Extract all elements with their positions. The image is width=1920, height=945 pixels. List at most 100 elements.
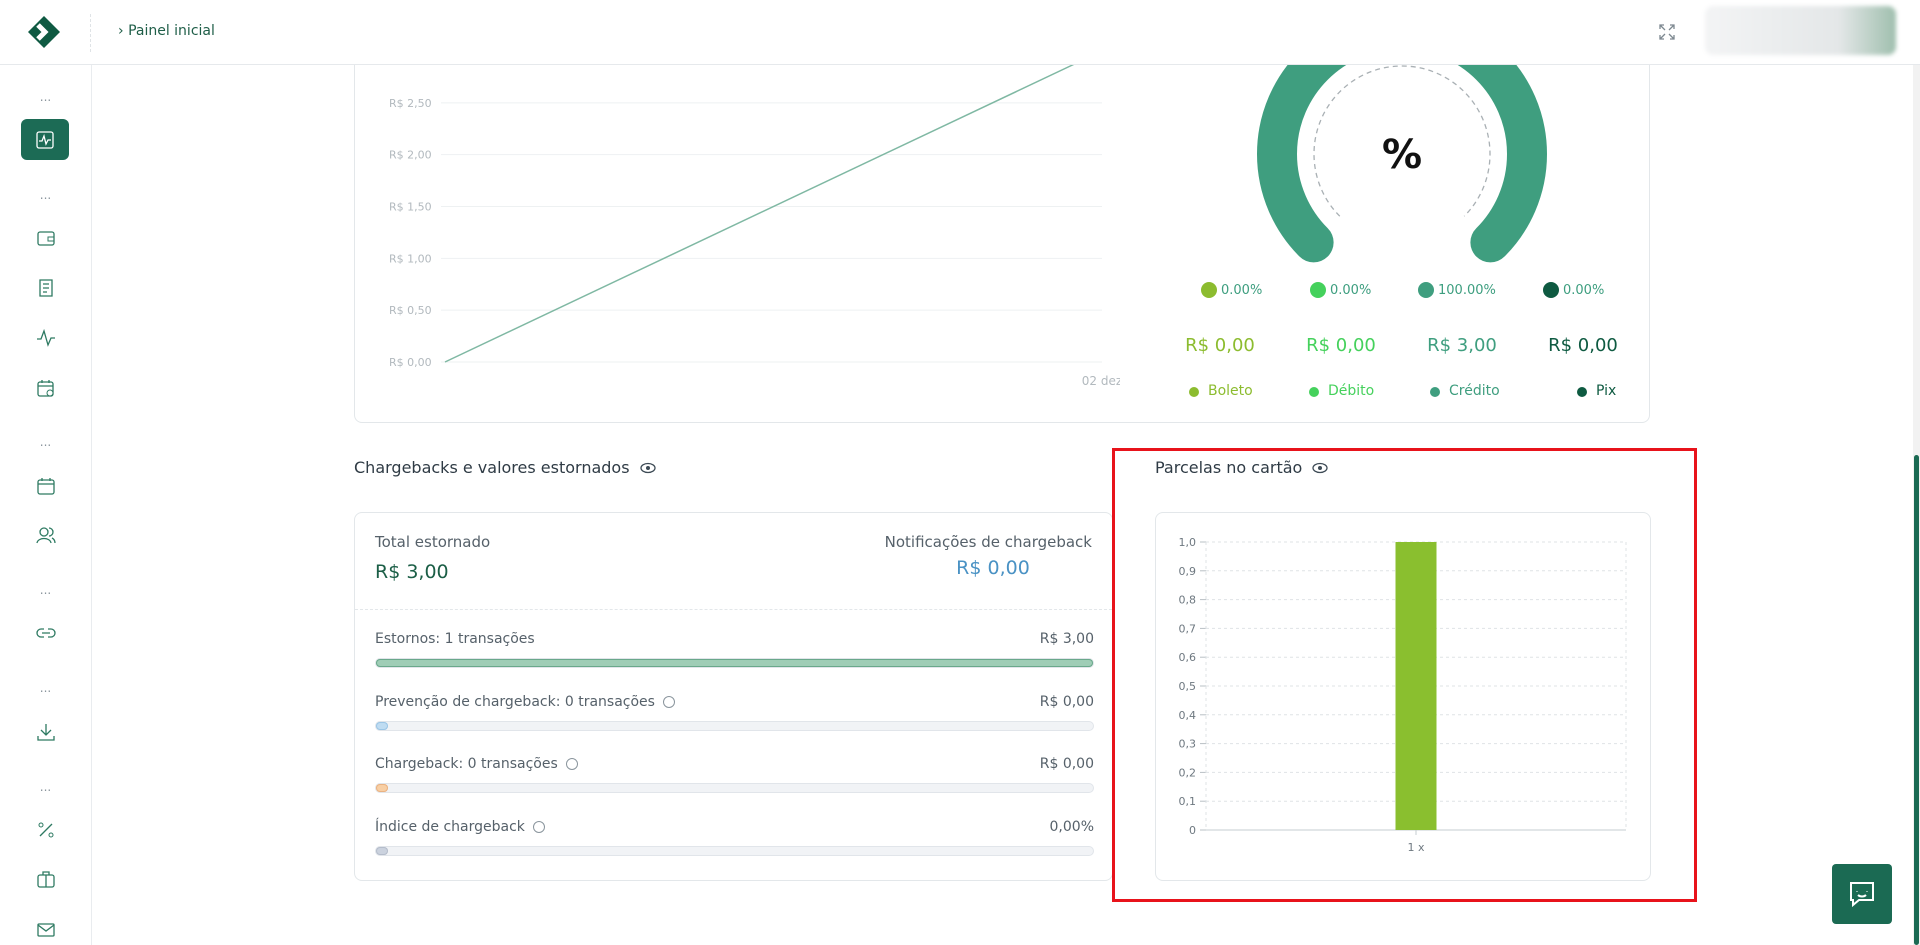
nav-icon[interactable] — [36, 328, 56, 348]
notifications-value: R$ 0,00 — [956, 557, 1030, 579]
nav-icon[interactable] — [36, 378, 56, 398]
highlight-box — [1112, 448, 1697, 902]
chargeback-row: Prevenção de chargeback: 0 transações R$ … — [375, 694, 1094, 731]
y-tick-label: R$ 0,00 — [389, 356, 432, 369]
row-header: Chargeback: 0 transações R$ 0,00 — [375, 756, 1094, 772]
sales-card — [354, 0, 1650, 423]
row-header: Estornos: 1 transações R$ 3,00 — [375, 631, 1094, 647]
legend-label: Crédito — [1449, 383, 1500, 399]
legend-swatch — [1201, 282, 1217, 298]
legend-dot — [1309, 387, 1319, 397]
legend-dot — [1189, 387, 1199, 397]
separator: ... — [39, 780, 52, 794]
nav-icon[interactable] — [36, 525, 56, 545]
divider — [90, 14, 92, 52]
breadcrumb[interactable]: › Painel inicial — [118, 23, 215, 39]
nav-active[interactable] — [21, 119, 69, 160]
y-tick-label: 0,4 — [1179, 709, 1197, 722]
separator: ... — [39, 90, 52, 104]
center-label: % — [1382, 132, 1422, 178]
progress-track — [375, 720, 1094, 731]
row-label-wrap: Chargeback: 0 transações — [375, 756, 578, 772]
logo[interactable] — [26, 14, 62, 50]
installments-bar-chart: 0 0,1 0,2 0,3 0,4 0,5 0,6 0,7 0,8 0,9 1,0 1 x — [1179, 536, 1627, 854]
y-tick-label: R$ 1,00 — [389, 252, 432, 265]
nav-icon[interactable] — [36, 869, 56, 889]
nav-icon[interactable] — [36, 476, 56, 496]
progress-track — [375, 658, 1094, 668]
y-tick-label: 0,8 — [1179, 594, 1197, 607]
nav-icon[interactable] — [36, 278, 56, 298]
progress-track — [375, 845, 1094, 856]
bar — [1395, 542, 1437, 830]
row-value: R$ 0,00 — [1039, 756, 1094, 772]
sidebar: ... ... ... ... ... ... — [0, 64, 92, 945]
percent-label: 0.00% — [1330, 283, 1371, 298]
y-tick-label: 0,7 — [1179, 622, 1197, 635]
fullscreen-icon[interactable] — [1658, 23, 1676, 41]
scrollbar-thumb[interactable] — [1914, 455, 1919, 945]
breadcrumb-text[interactable]: Painel inicial — [128, 23, 215, 39]
line-series — [444, 50, 1103, 363]
progress-fill — [376, 784, 388, 792]
nav-icon[interactable] — [36, 722, 56, 742]
info-icon[interactable] — [662, 695, 675, 708]
legend-label: Boleto — [1208, 383, 1253, 399]
row-label-wrap: Índice de chargeback — [375, 819, 545, 835]
row-header: Índice de chargeback 0,00% — [375, 819, 1094, 835]
nav-icon[interactable] — [36, 820, 56, 840]
progress-fill — [376, 846, 388, 855]
scrollbar — [1913, 64, 1920, 945]
row-label: Chargeback: 0 transações — [375, 756, 558, 772]
legend-swatch — [1418, 282, 1434, 298]
separator: ... — [39, 188, 52, 202]
chargeback-row: Estornos: 1 transações R$ 3,00 — [375, 631, 1094, 668]
row-header: Prevenção de chargeback: 0 transações R$ … — [375, 694, 1094, 710]
y-tick-label: R$ 2,00 — [389, 149, 432, 162]
section-title: Chargebacks e valores estornados — [354, 458, 656, 477]
progress-fill — [376, 659, 1093, 667]
sales-line-chart: R$ 0,00 R$ 0,50 R$ 1,00 R$ 1,50 R$ 2,00 R$ 2,… — [389, 50, 1120, 388]
amount-label: R$ 3,00 — [1427, 335, 1497, 356]
nav-icon[interactable] — [36, 623, 56, 643]
chat-button[interactable] — [1832, 864, 1892, 924]
amount-label: R$ 0,00 — [1548, 335, 1618, 356]
y-tick-label: 0,1 — [1179, 795, 1197, 808]
total-label: Total estornado — [375, 533, 491, 551]
percent-label: 0.00% — [1221, 283, 1262, 298]
chargeback-row: Índice de chargeback 0,00% — [375, 819, 1094, 856]
divider — [355, 609, 1112, 610]
percent-label: 100.00% — [1438, 283, 1496, 298]
row-label: Índice de chargeback — [375, 818, 525, 835]
x-tick-label: 02 dez — [1082, 374, 1120, 388]
x-tick-label: 1 x — [1407, 841, 1424, 854]
info-icon[interactable] — [565, 758, 578, 770]
legend-swatch — [1543, 282, 1559, 298]
installments-title: Parcelas no cartão — [1155, 458, 1303, 477]
y-tick-label: 1,0 — [1179, 536, 1197, 549]
gauge-guide — [1313, 65, 1491, 217]
header: › Painel inicial — [0, 0, 1920, 65]
chargeback-row: Chargeback: 0 transações R$ 0,00 — [375, 756, 1094, 793]
y-tick-label: 0,6 — [1179, 651, 1197, 664]
y-tick-label: R$ 0,50 — [389, 304, 432, 317]
y-tick-label: 0,2 — [1179, 766, 1197, 779]
chargebacks-card: Total estornado R$ 3,00 Notificações de … — [354, 512, 1113, 881]
row-value: R$ 3,00 — [1039, 631, 1094, 647]
progress-track — [375, 783, 1094, 793]
info-icon[interactable] — [532, 820, 545, 833]
row-value: 0,00% — [1049, 818, 1094, 835]
legend-label: Débito — [1328, 383, 1374, 399]
row-label-wrap: Prevenção de chargeback: 0 transações — [375, 694, 675, 710]
percent-label: 0.00% — [1563, 283, 1604, 298]
y-tick-label: 0 — [1189, 824, 1196, 837]
nav-icon[interactable] — [36, 228, 56, 248]
row-value: R$ 0,00 — [1039, 693, 1094, 710]
user-avatar[interactable] — [1705, 6, 1896, 55]
nav-icon[interactable] — [36, 919, 56, 939]
eye-icon[interactable] — [1312, 462, 1328, 474]
y-tick-label: R$ 1,50 — [389, 201, 432, 214]
eye-icon[interactable] — [639, 462, 656, 474]
amount-label: R$ 0,00 — [1306, 335, 1376, 356]
legend-label: Pix — [1596, 383, 1616, 399]
